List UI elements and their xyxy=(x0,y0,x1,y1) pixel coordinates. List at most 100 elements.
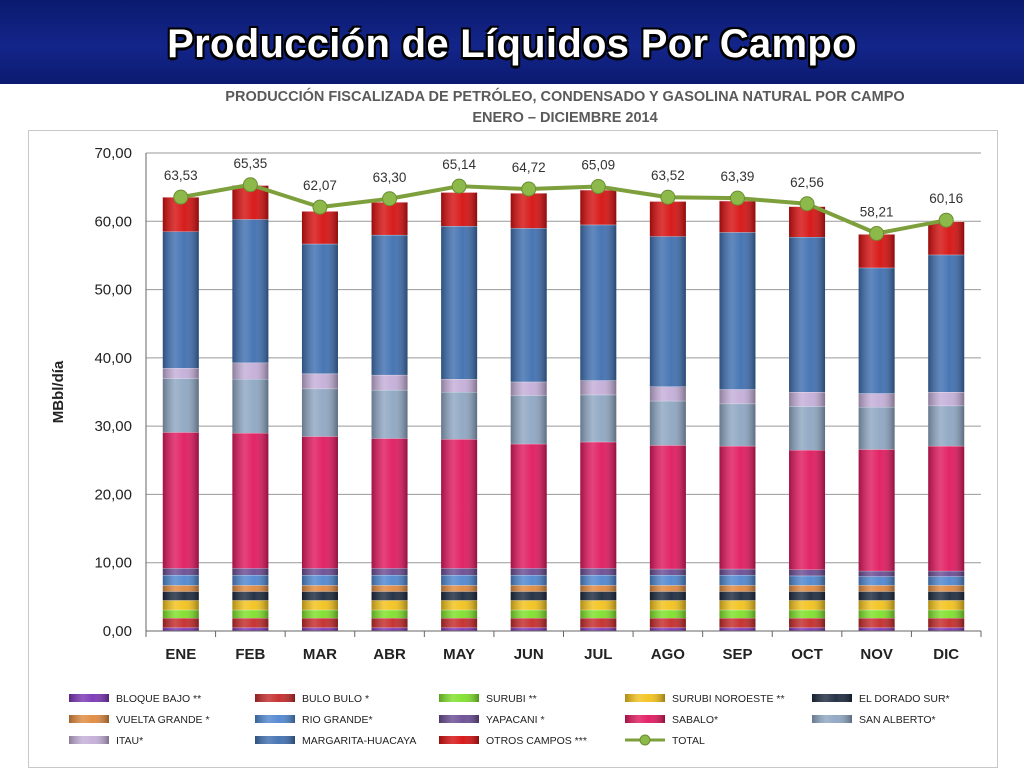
bar-segment-group xyxy=(371,389,408,439)
bar-segment-shade xyxy=(719,200,756,233)
bar-segment-shade xyxy=(649,386,686,401)
bar-segment-group xyxy=(510,609,547,619)
bar-segment-shade xyxy=(580,189,617,225)
legend-label: RIO GRANDE* xyxy=(302,714,373,726)
legend-swatch-shade xyxy=(812,694,852,702)
bar-segment-shade xyxy=(928,445,965,571)
total-value-label: 58,21 xyxy=(860,205,894,220)
bar-segment-group xyxy=(232,218,269,363)
bar-segment-group xyxy=(789,405,826,451)
bar-segment-group xyxy=(789,584,826,592)
bar-segment-shade xyxy=(928,570,965,577)
bar-segment-group xyxy=(580,584,617,592)
bar-segment-group xyxy=(162,590,199,601)
bar-segment-group xyxy=(371,627,408,631)
x-category-label: ENE xyxy=(165,646,196,663)
bar-segment-shade xyxy=(232,362,269,380)
bar-segment-shade xyxy=(162,432,199,569)
bar-segment-shade xyxy=(232,379,269,433)
bar-segment-shade xyxy=(580,441,617,569)
bar-segment-group xyxy=(928,405,965,446)
bar-segment-group xyxy=(928,590,965,601)
legend-item: ITAU* xyxy=(69,735,143,747)
bar-segment-group xyxy=(371,374,408,390)
bar-segment-group xyxy=(719,231,756,390)
legend-label: ITAU* xyxy=(116,735,143,747)
bar-segment-group xyxy=(232,590,269,601)
bar-segment-shade xyxy=(719,403,756,446)
x-category-label: AGO xyxy=(651,646,686,663)
bar-segment-group xyxy=(232,567,269,576)
title-banner xyxy=(0,0,1024,84)
bar-segment-group xyxy=(510,574,547,586)
total-value-label: 64,72 xyxy=(512,160,546,175)
bar-segment-shade xyxy=(301,600,338,610)
bar-segment-shade xyxy=(301,575,338,586)
bar-segment-shade xyxy=(580,224,617,381)
total-value-label: 63,52 xyxy=(651,168,685,183)
bar-segment-shade xyxy=(928,600,965,610)
bar-segment-shade xyxy=(719,627,756,631)
bar-segment-shade xyxy=(858,393,895,408)
x-category-label: NOV xyxy=(860,646,893,663)
bar-segment-group xyxy=(510,227,547,382)
bar-segment-shade xyxy=(719,575,756,586)
bar-segment-shade xyxy=(580,575,617,586)
bar-segment-group xyxy=(441,617,478,628)
bar-segment-shade xyxy=(441,192,478,227)
bar-segment-group xyxy=(580,567,617,576)
bar-segment-group xyxy=(371,234,408,375)
bar-segment-shade xyxy=(510,395,547,444)
total-value-label: 63,39 xyxy=(721,169,755,184)
bar-segment-shade xyxy=(441,600,478,610)
bar-segment-shade xyxy=(371,374,408,390)
bar-segment-shade xyxy=(162,591,199,601)
y-axis-title: MBbl/día xyxy=(50,360,67,423)
bar-segment-group xyxy=(301,609,338,619)
bar-segment-shade xyxy=(928,591,965,601)
bar-segment-shade xyxy=(649,618,686,628)
bar-segment-group xyxy=(858,575,895,586)
bar-segment-group xyxy=(928,627,965,631)
bar-segment-group xyxy=(301,617,338,628)
bar-segment-group xyxy=(232,609,269,619)
bar-segment-group xyxy=(510,599,547,610)
y-tick-label: 60,00 xyxy=(94,213,132,230)
bar-segment-shade xyxy=(789,575,826,586)
bar-segment-group xyxy=(928,584,965,592)
bar-segment-shade xyxy=(719,585,756,592)
bar-segment-shade xyxy=(441,226,478,380)
bar-segment-shade xyxy=(510,381,547,396)
bar-segment-shade xyxy=(649,627,686,631)
legend-swatch-shade xyxy=(812,715,852,723)
legend-item: SAN ALBERTO* xyxy=(812,714,936,726)
bar-segment-group xyxy=(162,627,199,631)
total-value-label: 65,35 xyxy=(233,156,267,171)
bar-segment-group xyxy=(789,609,826,619)
bar-segment-group xyxy=(510,617,547,628)
bar-segment-shade xyxy=(719,389,756,404)
bar-segment-group xyxy=(232,432,269,569)
y-tick-label: 20,00 xyxy=(94,486,132,503)
bar-segment-group xyxy=(510,584,547,592)
bar-segment-group xyxy=(371,201,408,235)
bar-segment-shade xyxy=(371,618,408,628)
bar-segment-shade xyxy=(719,600,756,610)
legend-item: YAPACANI * xyxy=(439,714,545,726)
bar-segment-group xyxy=(719,568,756,576)
bar-segment-group xyxy=(580,609,617,619)
bar-segment-shade xyxy=(371,600,408,610)
bar-segment-shade xyxy=(441,627,478,631)
legend-label: SABALO* xyxy=(672,714,718,726)
bar-segment-group xyxy=(162,367,199,379)
bar-segment-shade xyxy=(649,445,686,569)
bar-segment-shade xyxy=(789,585,826,592)
bar-segment-group xyxy=(789,449,826,570)
bar-segment-shade xyxy=(510,193,547,229)
bar-segment-group xyxy=(580,599,617,610)
bar-segment-shade xyxy=(162,609,199,619)
x-category-label: MAR xyxy=(303,646,337,663)
bar-segment-shade xyxy=(789,591,826,601)
bar-segment-shade xyxy=(928,392,965,406)
bar-segment-group xyxy=(580,394,617,442)
